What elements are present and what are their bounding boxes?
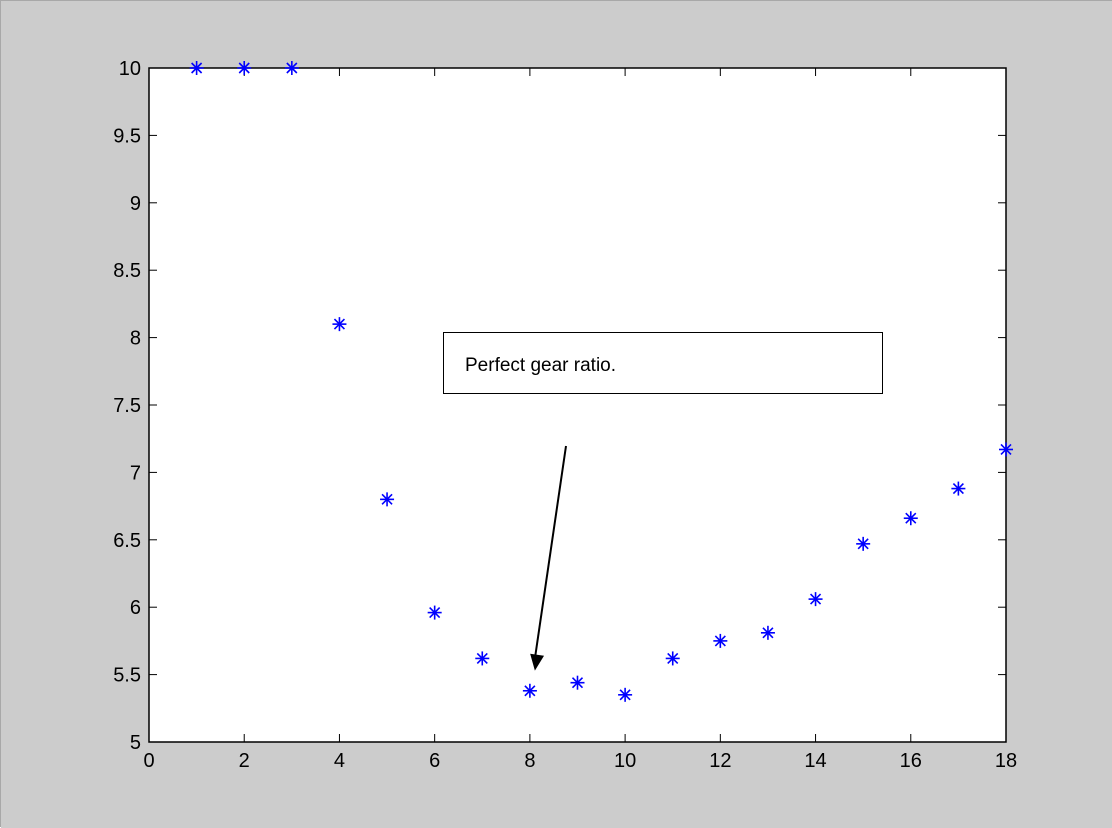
y-tick-label: 6 xyxy=(130,597,141,619)
annotation-text: Perfect gear ratio. xyxy=(465,355,617,376)
data-point xyxy=(522,683,537,698)
y-tick-label: 8.5 xyxy=(113,260,141,282)
annotation-box: Perfect gear ratio. xyxy=(443,332,883,394)
x-tick-label: 6 xyxy=(429,750,440,772)
data-markers xyxy=(189,61,1013,702)
arrow-shaft xyxy=(533,445,567,659)
x-tick-label: 0 xyxy=(143,750,154,772)
annotation-arrow xyxy=(530,445,567,671)
data-point xyxy=(189,61,204,75)
data-point xyxy=(713,633,728,648)
y-tick-label: 7 xyxy=(130,462,141,484)
x-tick-labels: 0 2 4 6 8 10 12 14 16 18 xyxy=(143,750,1017,772)
y-tick-label: 10 xyxy=(119,58,141,80)
tick-marks xyxy=(148,67,1007,743)
x-tick-label: 14 xyxy=(804,750,826,772)
x-tick-label: 10 xyxy=(614,750,636,772)
data-point xyxy=(665,651,680,666)
y-tick-label: 9 xyxy=(130,193,141,215)
x-tick-label: 8 xyxy=(524,750,535,772)
data-point xyxy=(999,442,1013,457)
x-tick-label: 4 xyxy=(334,750,345,772)
y-tick-label: 9.5 xyxy=(113,125,141,147)
arrow-head xyxy=(530,653,545,671)
data-point xyxy=(808,592,823,607)
data-point xyxy=(380,492,395,507)
data-point xyxy=(332,317,347,332)
data-point xyxy=(427,605,442,620)
y-tick-labels: 5 5.5 6 6.5 7 7.5 8 8.5 9 9.5 10 xyxy=(113,58,141,754)
data-point xyxy=(475,651,490,666)
data-point xyxy=(618,687,633,702)
data-point xyxy=(856,536,871,551)
data-point xyxy=(951,481,966,496)
x-tick-label: 12 xyxy=(709,750,731,772)
axes-box xyxy=(148,67,1007,743)
data-point xyxy=(284,61,299,75)
y-tick-label: 6.5 xyxy=(113,530,141,552)
data-point xyxy=(237,61,252,75)
data-point xyxy=(903,511,918,526)
x-tick-label: 18 xyxy=(995,750,1017,772)
y-tick-label: 7.5 xyxy=(113,395,141,417)
x-tick-label: 16 xyxy=(900,750,922,772)
y-tick-label: 5 xyxy=(130,732,141,754)
y-tick-label: 8 xyxy=(130,328,141,350)
y-tick-label: 5.5 xyxy=(113,665,141,687)
data-point xyxy=(570,675,585,690)
data-point xyxy=(760,625,775,640)
x-tick-label: 2 xyxy=(239,750,250,772)
